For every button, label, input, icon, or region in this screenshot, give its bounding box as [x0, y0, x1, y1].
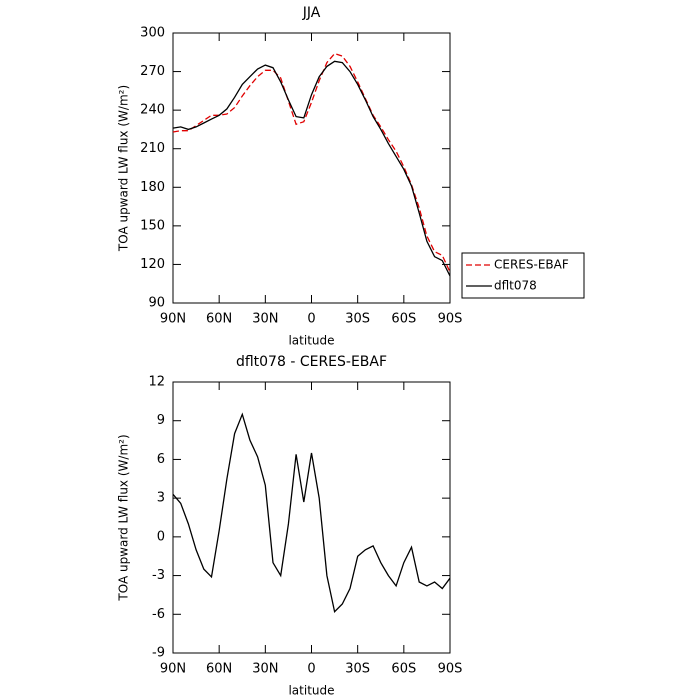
y-tick-label: -3 [152, 568, 165, 583]
x-tick-label: 60S [391, 662, 416, 677]
y-tick-label: 210 [140, 141, 165, 156]
plot-frame [172, 381, 451, 654]
x-tick-label: 0 [307, 312, 315, 327]
chart-title: dflt078 - CERES-EBAF [236, 354, 387, 370]
y-tick-label: 150 [140, 218, 165, 233]
data-line [172, 52, 451, 273]
x-axis-label: latitude [288, 334, 334, 348]
x-axis-label: latitude [288, 684, 334, 698]
x-tick-label: 30S [345, 312, 370, 327]
y-tick-label: 120 [140, 257, 165, 272]
legend-label: CERES-EBAF [494, 258, 569, 272]
data-line [172, 60, 451, 277]
x-tick-label: 0 [307, 662, 315, 677]
plot-frame [172, 32, 451, 304]
y-tick-label: 270 [140, 64, 165, 79]
y-tick-label: 0 [157, 529, 165, 544]
legend-box [461, 252, 585, 299]
y-tick-label: -6 [152, 607, 165, 622]
x-tick-label: 90N [160, 662, 186, 677]
x-tick-label: 90S [438, 312, 463, 327]
y-tick-label: 6 [157, 452, 165, 467]
y-tick-label: 240 [140, 103, 165, 118]
data-line [172, 412, 451, 614]
chart-title: JJA [302, 5, 321, 21]
x-tick-label: 30N [252, 662, 278, 677]
y-tick-label: 90 [148, 296, 165, 311]
x-tick-label: 60S [391, 312, 416, 327]
x-tick-label: 60N [206, 312, 232, 327]
y-tick-label: 180 [140, 180, 165, 195]
y-tick-label: 3 [157, 491, 165, 506]
y-tick-label: 12 [148, 375, 165, 390]
x-tick-label: 30N [252, 312, 278, 327]
x-tick-label: 90N [160, 312, 186, 327]
y-tick-label: -9 [152, 646, 165, 661]
x-tick-label: 30S [345, 662, 370, 677]
x-tick-label: 60N [206, 662, 232, 677]
y-tick-label: 9 [157, 413, 165, 428]
legend-label: dflt078 [494, 279, 537, 293]
y-axis-label: TOA upward LW flux (W/m²) [117, 85, 131, 252]
y-tick-label: 300 [140, 26, 165, 41]
y-axis-label: TOA upward LW flux (W/m²) [117, 434, 131, 601]
x-tick-label: 90S [438, 662, 463, 677]
